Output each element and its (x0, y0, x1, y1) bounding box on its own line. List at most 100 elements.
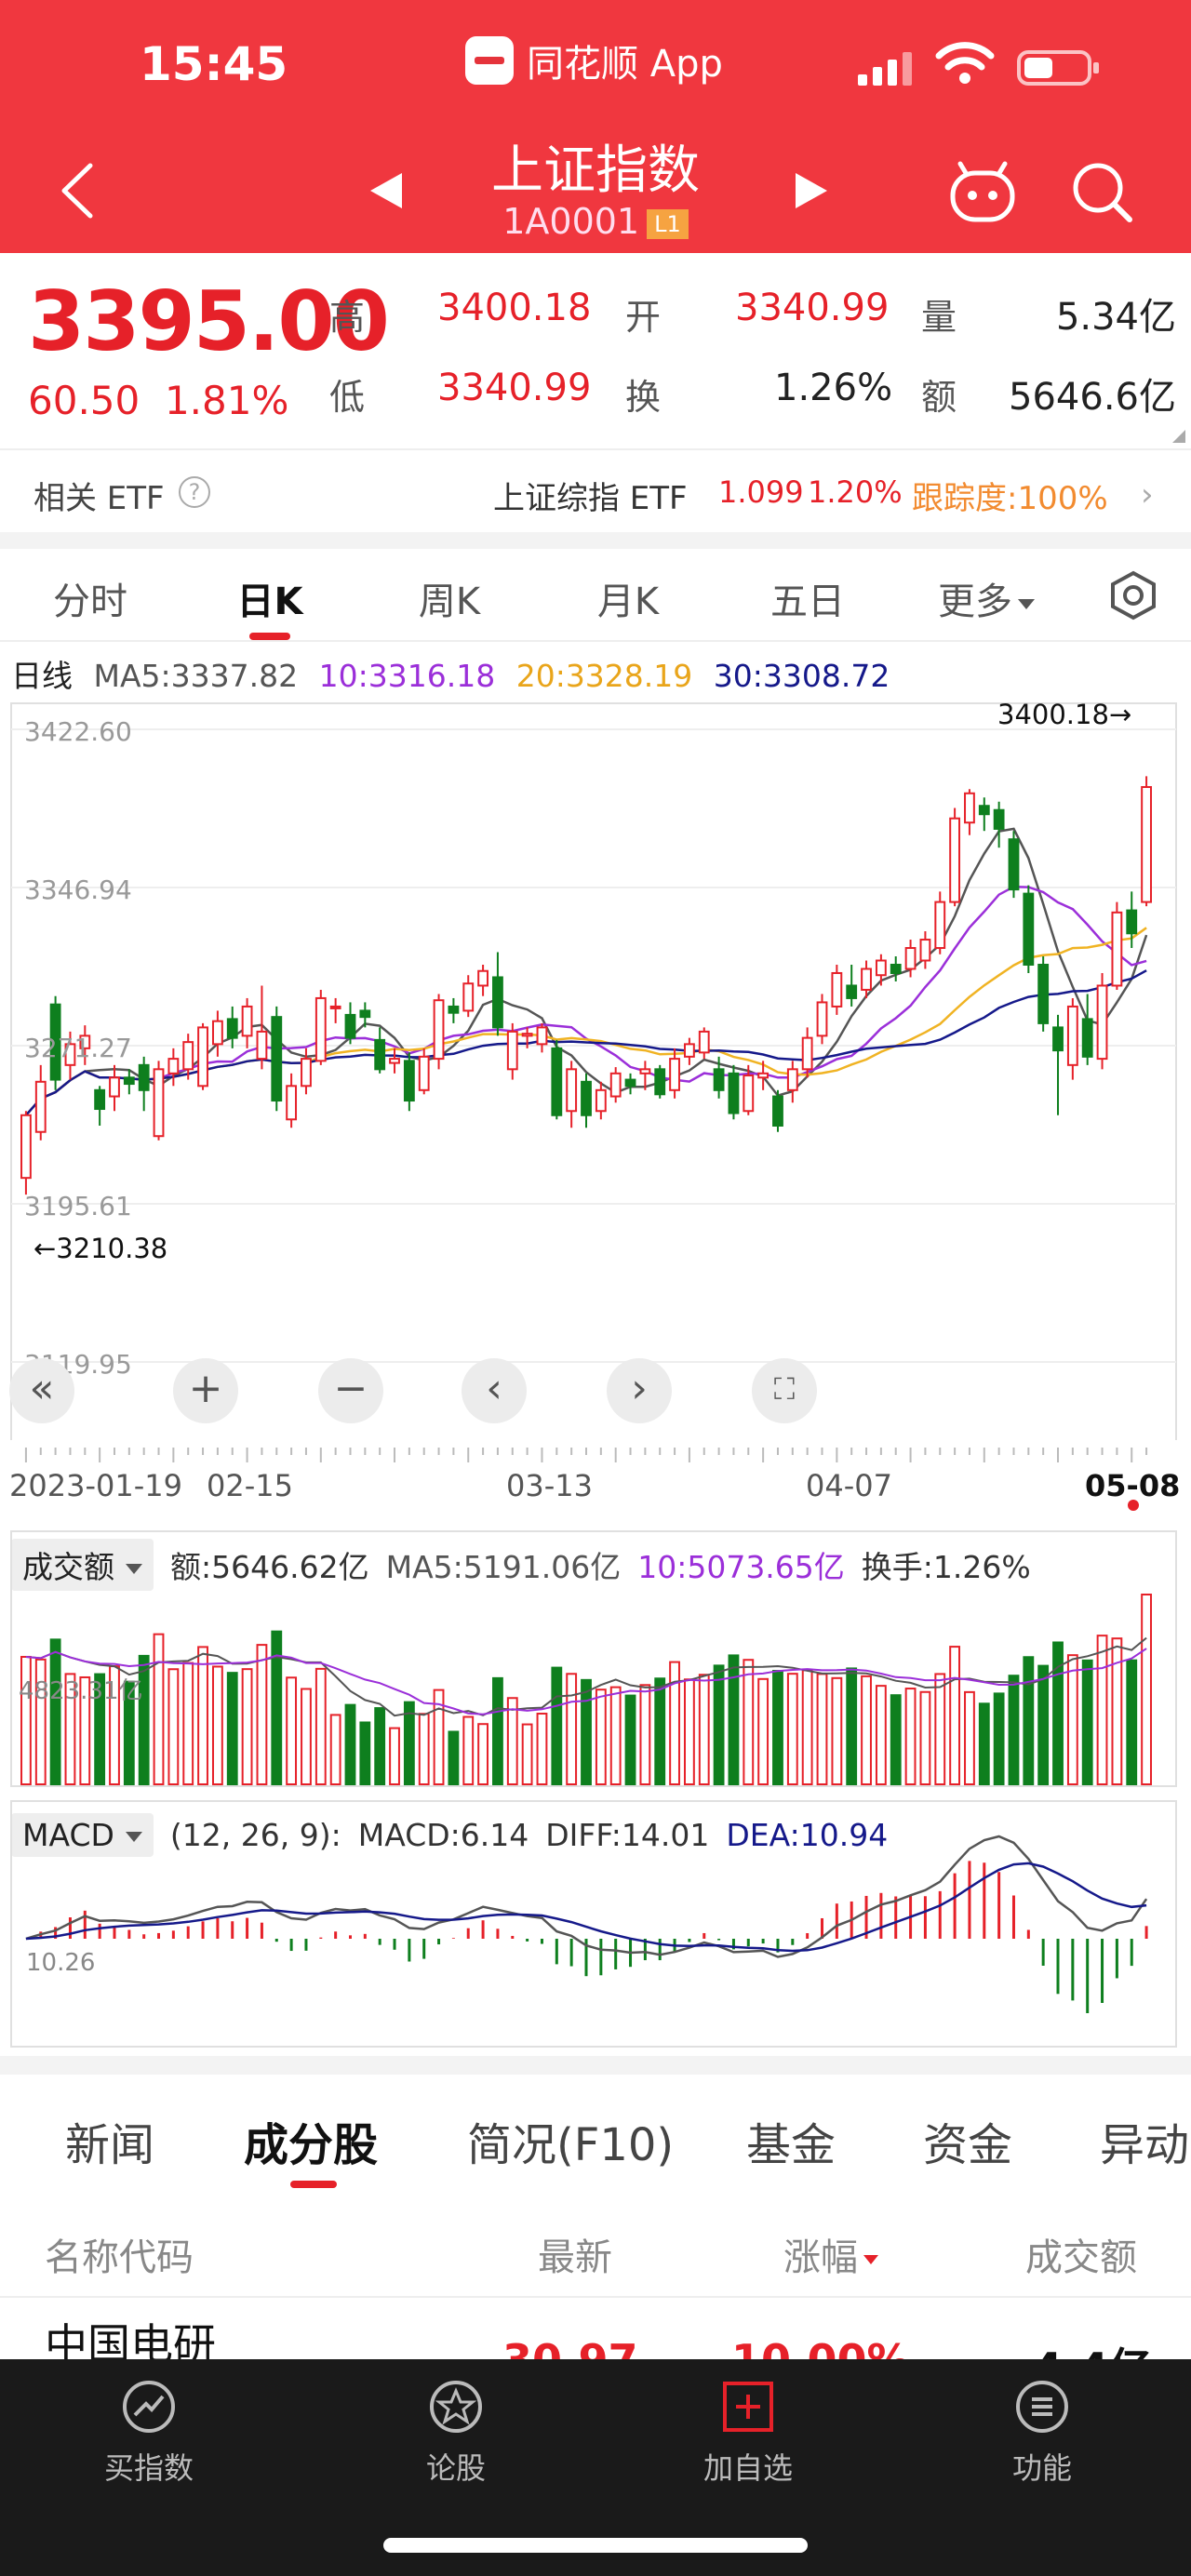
tab-more[interactable]: 更多 (917, 571, 1056, 625)
tab-five-day[interactable]: 五日 (770, 581, 845, 623)
candle-body (1096, 984, 1108, 1061)
y-tick-label: 3346.94 (24, 874, 132, 905)
rewind-button[interactable]: « (9, 1358, 74, 1423)
zoom-out-button[interactable]: − (318, 1358, 383, 1423)
stock-code: 1A0001 L1 (447, 201, 744, 242)
volume-bar (182, 1662, 194, 1785)
candle-body (153, 1068, 165, 1138)
dea-value: DEA:10.94 (726, 1816, 889, 1853)
page-title: 上证指数 (491, 140, 700, 201)
tab-constituents[interactable]: 成分股 (244, 2119, 379, 2171)
today-dot (1128, 1500, 1139, 1511)
candle-body (861, 968, 872, 991)
zoom-in-button[interactable]: + (173, 1358, 238, 1423)
nav-add-watch[interactable]: 加自选 (674, 2378, 823, 2488)
candle-body (241, 1005, 253, 1037)
candle-body (816, 1001, 828, 1037)
scroll-left-button[interactable]: ‹ (462, 1358, 527, 1423)
candle-body (772, 1095, 783, 1127)
candle-body (875, 959, 887, 977)
help-icon[interactable]: ? (179, 476, 210, 508)
candle-body (801, 1036, 813, 1071)
back-button[interactable] (51, 158, 107, 223)
macd-frame (10, 1800, 1177, 2048)
volume-chart[interactable]: 4823.31亿 (0, 1529, 1191, 1790)
volume-bar (34, 1658, 47, 1785)
nav-label: 论股 (425, 2450, 486, 2486)
volume-bar (521, 1723, 533, 1785)
candle-body (64, 1043, 76, 1066)
sort-desc-icon (863, 2255, 878, 2264)
candle-body (846, 984, 858, 999)
home-indicator (383, 2538, 808, 2553)
related-etf-row[interactable]: 相关 ETF ? 上证综指 ETF 1.099 1.20% 跟踪度:100% › (0, 448, 1191, 532)
col-amount[interactable]: 成交额 (1025, 2236, 1137, 2279)
volume-bar (757, 1677, 769, 1785)
candle-body (595, 1088, 607, 1113)
expand-corner-icon[interactable] (1172, 430, 1185, 443)
period-tabs: 分时 日K 周K 月K 五日 更多 (0, 549, 1191, 642)
low-label: 低 (329, 377, 366, 418)
app-switcher[interactable]: 同花顺 App (465, 33, 723, 87)
date-label-3: 04-07 (806, 1468, 892, 1503)
etf-price: 1.099 (718, 474, 804, 510)
prev-stock-button[interactable] (365, 167, 411, 214)
chart-settings-icon[interactable] (1107, 569, 1159, 621)
nav-forum[interactable]: 论股 (381, 2378, 530, 2488)
candle-body (314, 996, 327, 1062)
next-stock-button[interactable] (786, 167, 833, 214)
col-change[interactable]: 涨幅 (783, 2227, 878, 2281)
signal-icon (858, 48, 912, 86)
nav-functions[interactable]: 功能 (968, 2378, 1117, 2488)
tab-timeshare[interactable]: 分时 (53, 581, 127, 623)
tab-capital[interactable]: 资金 (923, 2119, 1013, 2171)
volume-bar (875, 1685, 887, 1786)
col-latest[interactable]: 最新 (538, 2236, 612, 2279)
volume-bar (728, 1654, 740, 1785)
tab-news[interactable]: 新闻 (65, 2119, 155, 2171)
search-icon[interactable] (1070, 160, 1135, 225)
macd-chart[interactable]: 10.26 (0, 1799, 1191, 2050)
scroll-right-button[interactable]: › (607, 1358, 672, 1423)
candle-body (964, 792, 975, 824)
date-label-1: 02-15 (207, 1468, 293, 1503)
tab-monthly-k[interactable]: 月K (596, 581, 660, 623)
tab-funds[interactable]: 基金 (746, 2119, 836, 2171)
candle-body (462, 982, 475, 1012)
tab-f10[interactable]: 简况(F10) (467, 2119, 675, 2171)
battery-icon (1017, 50, 1099, 86)
volume-bar (477, 1723, 489, 1786)
volume-indicator-select[interactable]: 成交额 (11, 1539, 154, 1591)
active-tab-indicator (290, 2181, 337, 2188)
candle-body (123, 1076, 135, 1086)
volume-bar (506, 1697, 518, 1785)
volume-bar (846, 1667, 858, 1785)
tab-more-label: 更多 (938, 581, 1012, 623)
candle-body (1052, 1026, 1064, 1052)
volume-bar (1052, 1641, 1064, 1785)
macd-indicator-select[interactable]: MACD (11, 1812, 154, 1857)
tab-weekly-k[interactable]: 周K (418, 581, 481, 623)
nav-label: 买指数 (103, 2450, 194, 2486)
wifi-icon (935, 42, 995, 84)
candle-body (1126, 909, 1138, 935)
col-name[interactable]: 名称代码 (45, 2236, 194, 2279)
candle-body (728, 1072, 740, 1114)
tab-daily-k[interactable]: 日K (236, 581, 303, 623)
volume-bar (20, 1655, 32, 1785)
nav-buy-index[interactable]: 买指数 (74, 2378, 223, 2488)
tab-movement[interactable]: 异动 (1100, 2119, 1190, 2171)
candle-body (34, 1080, 47, 1133)
content-tabs: 新闻 成分股 简况(F10) 基金 资金 异动 (0, 2075, 1191, 2188)
fullscreen-button[interactable]: ⛶ (752, 1358, 817, 1423)
candle-body (904, 947, 917, 970)
volume-ma10: 10:5073.65亿 (637, 1549, 845, 1585)
robot-assistant-icon[interactable] (947, 160, 1018, 225)
volume-bar (1037, 1664, 1050, 1786)
candle-body (477, 969, 489, 987)
candle-body (551, 1047, 563, 1116)
candle-body (492, 976, 503, 1029)
volume-bar (271, 1630, 283, 1785)
code-text: 1A0001 (502, 201, 640, 242)
